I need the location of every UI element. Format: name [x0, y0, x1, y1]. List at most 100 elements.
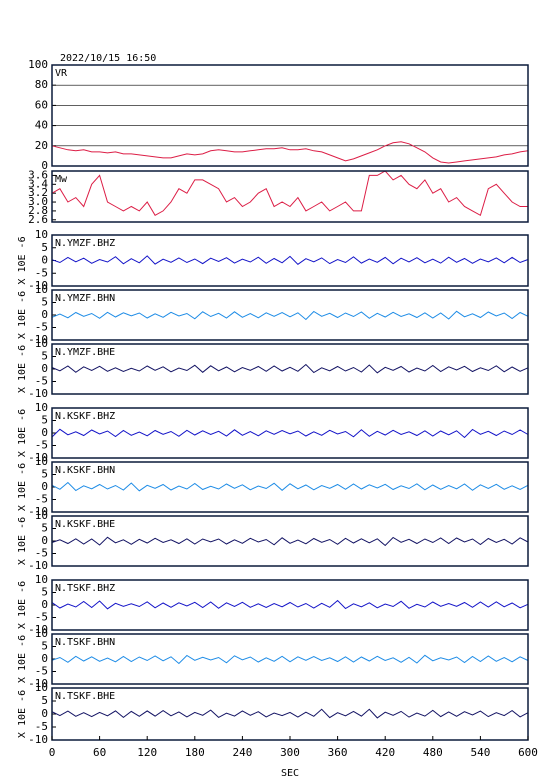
- y-tick-label: -10: [28, 677, 48, 690]
- y-tick-label: 2.8: [28, 204, 48, 217]
- panel-frame: [51, 289, 529, 341]
- trace: [51, 310, 529, 321]
- y-axis-label: X 10E -6: [17, 291, 28, 339]
- panel-title: N.YMZF.BHN: [55, 293, 115, 304]
- x-tick-label: 420: [375, 746, 395, 759]
- x-tick-label: 60: [93, 746, 106, 759]
- panel-title: N.TSKF.BHE: [55, 691, 115, 702]
- y-tick-label: 10: [35, 627, 48, 640]
- panel-title: N.KSKF.BHZ: [55, 411, 115, 422]
- y-tick-label: 0: [41, 159, 48, 172]
- panel-frame: [51, 170, 529, 223]
- y-tick-label: 5: [41, 350, 48, 363]
- y-tick-label: 20: [35, 139, 48, 152]
- y-tick-label: -10: [28, 279, 48, 292]
- y-tick-label: -10: [28, 387, 48, 400]
- panel-title: VR: [55, 68, 68, 79]
- panel-title: Mw: [55, 174, 68, 185]
- y-tick-label: 10: [35, 455, 48, 468]
- y-tick-label: 10: [35, 283, 48, 296]
- trace: [51, 363, 529, 374]
- y-tick-label: 0: [41, 254, 48, 267]
- y-tick-label: -5: [35, 375, 48, 388]
- x-tick-label: 300: [280, 746, 300, 759]
- y-tick-label: 10: [35, 337, 48, 350]
- x-tick-label: 120: [137, 746, 157, 759]
- y-tick-label: -5: [35, 493, 48, 506]
- y-axis-label: X 10E -6: [17, 635, 28, 683]
- panel-frame: [51, 687, 529, 741]
- trace: [51, 708, 529, 719]
- x-tick-label: 360: [328, 746, 348, 759]
- panel-frame: [51, 579, 529, 631]
- y-tick-label: 10: [35, 681, 48, 694]
- y-tick-label: 10: [35, 573, 48, 586]
- y-tick-label: 5: [41, 414, 48, 427]
- y-tick-label: -5: [35, 439, 48, 452]
- panel-frame: [51, 407, 529, 459]
- y-tick-label: 80: [35, 78, 48, 91]
- x-axis-label: SEC: [281, 768, 299, 779]
- panel-title: N.YMZF.BHZ: [55, 238, 115, 249]
- y-axis-label: X 10E -6: [17, 236, 28, 284]
- y-axis-label: X 10E -6: [17, 463, 28, 511]
- y-tick-label: -5: [35, 547, 48, 560]
- panel-frame: [51, 234, 529, 287]
- y-tick-label: 3.6: [28, 168, 48, 181]
- y-tick-label: 0: [41, 480, 48, 493]
- y-tick-label: 0: [41, 534, 48, 547]
- trace: [51, 255, 529, 265]
- panel-frame: [51, 64, 529, 167]
- y-tick-label: -5: [35, 665, 48, 678]
- timestamp: 2022/10/15 16:50: [60, 53, 156, 64]
- trace: [51, 654, 529, 665]
- y-tick-label: 100: [28, 58, 48, 71]
- x-tick-label: 180: [185, 746, 205, 759]
- panel-frame: [51, 461, 529, 513]
- x-tick-label: 480: [423, 746, 443, 759]
- x-tick-label: 600: [518, 746, 538, 759]
- y-tick-label: 5: [41, 296, 48, 309]
- y-tick-label: 60: [35, 98, 48, 111]
- trace: [51, 481, 529, 492]
- trace: [51, 170, 528, 217]
- trace: [51, 536, 529, 547]
- y-axis-label: X 10E -6: [17, 690, 28, 738]
- y-tick-label: 10: [35, 401, 48, 414]
- y-tick-label: 0: [41, 598, 48, 611]
- y-tick-label: -10: [28, 623, 48, 636]
- y-tick-label: 10: [35, 509, 48, 522]
- y-tick-label: -5: [35, 266, 48, 279]
- y-tick-label: -10: [28, 559, 48, 572]
- y-tick-label: 10: [35, 228, 48, 241]
- y-tick-label: 0: [41, 426, 48, 439]
- y-tick-label: 0: [41, 308, 48, 321]
- panel-title: N.TSKF.BHZ: [55, 583, 115, 594]
- trace: [51, 428, 529, 439]
- panel-title: N.YMZF.BHE: [55, 347, 115, 358]
- y-tick-label: -5: [35, 611, 48, 624]
- y-tick-label: 5: [41, 694, 48, 707]
- y-tick-label: 0: [41, 707, 48, 720]
- x-tick-label: 540: [470, 746, 490, 759]
- y-tick-label: -10: [28, 451, 48, 464]
- y-tick-label: 5: [41, 522, 48, 535]
- y-tick-label: 2.6: [28, 213, 48, 226]
- y-axis-label: X 10E -6: [17, 581, 28, 629]
- y-tick-label: 0: [41, 362, 48, 375]
- y-tick-label: -5: [35, 720, 48, 733]
- y-tick-label: 0: [41, 652, 48, 665]
- y-tick-label: 5: [41, 640, 48, 653]
- y-tick-label: 5: [41, 586, 48, 599]
- y-tick-label: -10: [28, 733, 48, 746]
- y-tick-label: 3.2: [28, 186, 48, 199]
- y-tick-label: -5: [35, 321, 48, 334]
- x-tick-label: 0: [49, 746, 56, 759]
- panel-title: N.TSKF.BHN: [55, 637, 115, 648]
- y-axis-label: X 10E -6: [17, 517, 28, 565]
- y-tick-label: 5: [41, 241, 48, 254]
- panel-title: N.KSKF.BHE: [55, 519, 115, 530]
- y-tick-label: 3.0: [28, 195, 48, 208]
- x-tick-label: 240: [232, 746, 252, 759]
- panel-frame: [51, 343, 529, 395]
